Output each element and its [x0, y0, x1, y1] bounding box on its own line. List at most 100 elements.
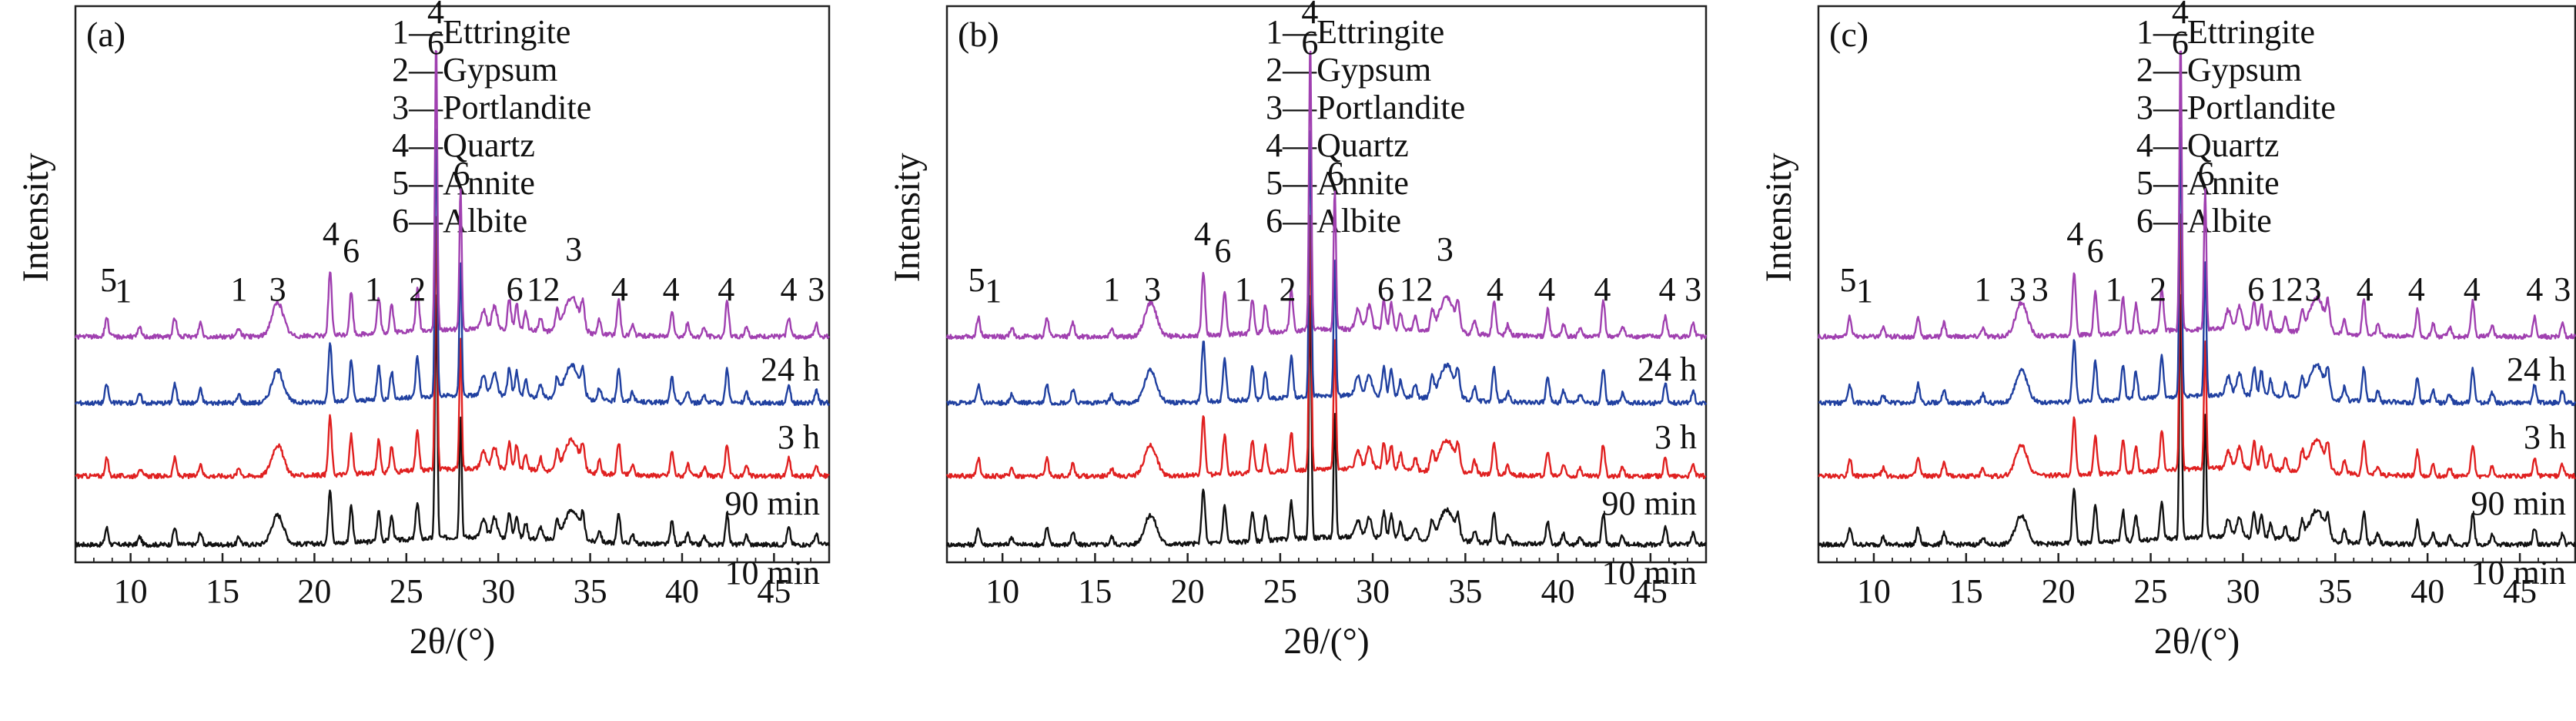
series-label: 10 min [2471, 554, 2566, 592]
peak-label: 5 [1839, 261, 1856, 299]
x-tick-label: 15 [206, 572, 239, 610]
series-line-24-h [74, 50, 830, 340]
x-tick-label: 40 [2410, 572, 2444, 610]
x-tick-label: 35 [2318, 572, 2352, 610]
peak-label: 4 [718, 270, 734, 308]
peak-label: 4 [2172, 0, 2189, 31]
peak-label: 4 [780, 270, 797, 308]
peak-label: 4 [1538, 270, 1555, 308]
legend-entry: 1—Ettringite [392, 13, 570, 51]
peak-label: 6 [1301, 24, 1318, 62]
x-tick-label: 10 [1857, 572, 1891, 610]
peak-label: 1 [1103, 270, 1120, 308]
peak-label: 1 [115, 272, 132, 310]
peak-label: 4 [2357, 270, 2374, 308]
series-label: 90 min [2471, 485, 2566, 522]
peak-label: 4 [2526, 270, 2543, 308]
y-axis-title: Intensity [887, 153, 928, 282]
peak-label: 2 [1416, 270, 1433, 308]
peak-label: 3 [2009, 270, 2026, 308]
panel-label: (a) [86, 15, 125, 54]
peak-label: 6 [1214, 232, 1231, 270]
series-line-24-h [945, 50, 1708, 340]
series-line-10-min [75, 294, 831, 548]
series-line-3-h [1818, 126, 2576, 407]
peak-label: 6 [2087, 232, 2104, 270]
peak-label: 4 [1658, 270, 1675, 308]
peak-label: 4 [1301, 0, 1318, 31]
peak-label: 6 [2247, 270, 2264, 308]
x-tick-label: 35 [1448, 572, 1482, 610]
plot-frame [1817, 5, 2576, 564]
x-tick-label: 20 [297, 572, 331, 610]
x-tick-label: 35 [574, 572, 607, 610]
peak-label: 4 [663, 270, 680, 308]
legend-entry: 1—Ettringite [2136, 13, 2315, 51]
peak-label: 2 [2149, 270, 2166, 308]
plot-frame [74, 5, 831, 564]
x-tick-label: 30 [481, 572, 515, 610]
peak-label: 5 [968, 261, 985, 299]
peak-label: 1 [365, 270, 382, 308]
peak-label: 4 [1487, 270, 1504, 308]
peak-label: 2 [543, 270, 560, 308]
legend-entry: 3—Portlandite [2136, 89, 2336, 126]
legend-entry: 3—Portlandite [1266, 89, 1465, 126]
series-label: 24 h [761, 350, 820, 388]
peak-label: 3 [565, 230, 582, 268]
series-label: 10 min [725, 554, 820, 592]
plot-frame [945, 5, 1708, 564]
peak-label: 6 [427, 24, 444, 62]
series-label: 90 min [725, 485, 820, 522]
peak-label: 3 [2554, 270, 2571, 308]
series-line-90-min [945, 214, 1707, 480]
x-tick-label: 30 [2226, 572, 2260, 610]
series-line-3-h [945, 130, 1708, 407]
x-tick-label: 25 [1263, 572, 1297, 610]
peak-label: 4 [611, 270, 628, 308]
series-line-10-min [945, 295, 1708, 548]
x-tick-label: 45 [2503, 572, 2537, 610]
panel-label: (b) [958, 15, 999, 54]
x-tick-label: 20 [1171, 572, 1205, 610]
peak-label: 1 [527, 270, 544, 308]
peak-label: 1 [1235, 270, 1252, 308]
legend-entry: 2—Gypsum [1266, 51, 1431, 89]
peak-label: 1 [231, 270, 248, 308]
legend-entry: 4—Quartz [392, 126, 535, 164]
peak-label: 6 [2172, 24, 2189, 62]
x-tick-label: 15 [1949, 572, 1983, 610]
series-label: 3 h [1654, 418, 1697, 456]
series-line-10-min [1817, 293, 2576, 548]
peak-label: 3 [269, 270, 286, 308]
peak-label: 1 [1856, 272, 1873, 310]
series-line-90-min [1818, 213, 2576, 480]
legend-entry: 2—Gypsum [392, 51, 557, 89]
series-label: 24 h [2507, 350, 2566, 388]
y-axis-title: Intensity [15, 153, 56, 282]
x-tick-label: 25 [390, 572, 423, 610]
legend-entry: 2—Gypsum [2136, 51, 2302, 89]
peak-label: 2 [409, 270, 426, 308]
x-tick-label: 40 [665, 572, 699, 610]
peak-label: 1 [2270, 270, 2287, 308]
peak-label: 1 [985, 272, 1002, 310]
x-axis-title: 2θ/(°) [2154, 621, 2240, 662]
x-tick-label: 45 [757, 572, 791, 610]
panel-label: (c) [1829, 15, 1868, 54]
x-axis-title: 2θ/(°) [410, 621, 496, 662]
x-tick-label: 40 [1541, 572, 1575, 610]
legend-entry: 5—Annite [2136, 164, 2280, 202]
series-label: 10 min [1602, 554, 1697, 592]
peak-label: 4 [2408, 270, 2425, 308]
peak-label: 4 [427, 0, 444, 31]
x-tick-label: 30 [1356, 572, 1390, 610]
peak-label: 4 [2464, 270, 2481, 308]
peak-label: 2 [1279, 270, 1296, 308]
legend-entry: 5—Annite [392, 164, 535, 202]
series-label: 3 h [778, 418, 820, 456]
